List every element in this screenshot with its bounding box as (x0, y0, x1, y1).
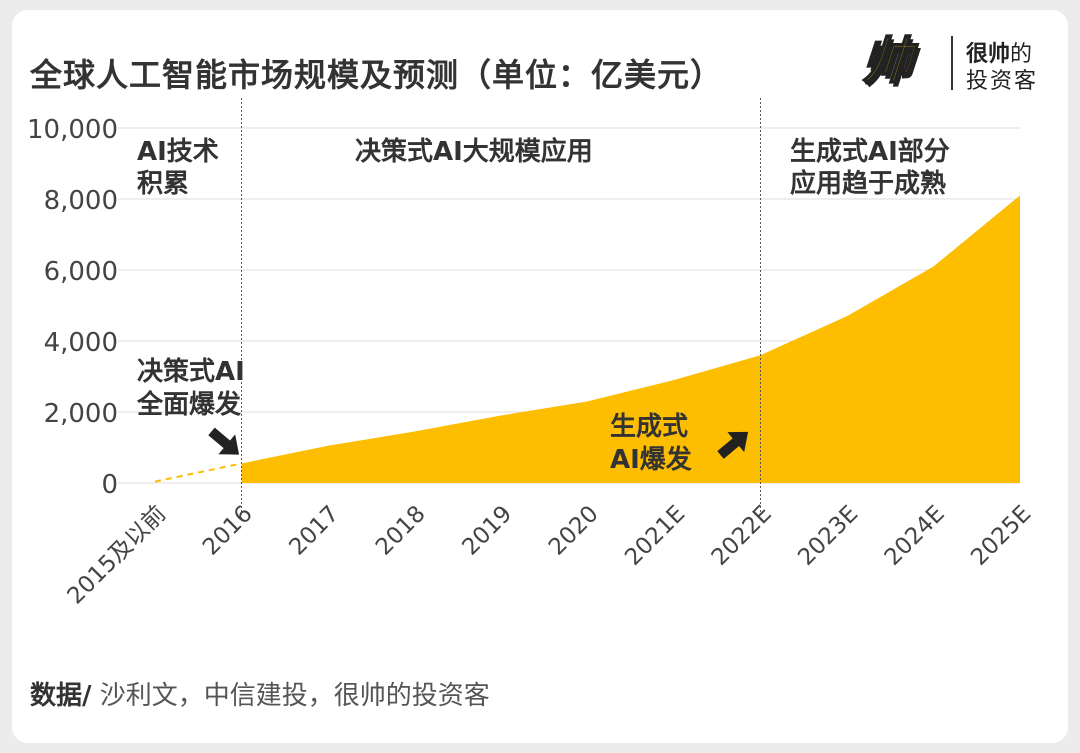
phase-label: 应用趋于成熟 (790, 168, 946, 199)
x-tick-label: 2023E (793, 501, 863, 571)
source-label: 数据/ (30, 681, 92, 711)
chart-title: 全球人工智能市场规模及预测（单位：亿美元） (30, 56, 724, 94)
y-tick-label: 4,000 (44, 328, 118, 358)
x-tick-label: 2020 (544, 501, 604, 561)
x-tick-label: 2016 (198, 501, 258, 561)
y-tick-label: 10,000 (27, 115, 118, 145)
area-fill (241, 195, 1020, 483)
x-tick-label: 2018 (371, 501, 431, 561)
logo-divider (951, 36, 953, 90)
x-tick-label: 2024E (880, 501, 950, 571)
x-tick-label: 2021E (620, 501, 690, 571)
annotation-label: 决策式AI (137, 356, 245, 387)
phase-label: AI技术 (137, 137, 219, 167)
logo-icon: 帅 帅 (855, 31, 928, 90)
logo-text-rest: 的 (1010, 42, 1033, 67)
annotation-label: AI爆发 (610, 444, 692, 475)
logo-text-line1: 很帅的 (966, 36, 1032, 68)
x-tick-label: 2015及以前 (63, 501, 172, 610)
x-axis-ticks: 2015及以前 2016 2017 2018 2019 2020 2021E 2022E 202… (63, 501, 1037, 610)
phase-label: 积累 (137, 169, 189, 199)
y-tick-label: 6,000 (44, 257, 118, 287)
phase-label: 决策式AI大规模应用 (355, 136, 593, 167)
annotation-label: 生成式 (610, 412, 688, 442)
phase-label: 生成式AI部分 (790, 137, 950, 167)
y-tick-label: 2,000 (44, 399, 118, 429)
x-tick-label: 2019 (457, 501, 517, 561)
annotation-label: 全面爆发 (136, 389, 241, 420)
dashed-segment (154, 462, 242, 483)
arrow-icon (208, 427, 240, 455)
source-note: 数据/ 沙利文，中信建投，很帅的投资客 (30, 675, 490, 712)
x-tick-label: 2022E (707, 501, 777, 571)
area-series (154, 195, 1020, 483)
y-axis-ticks: 0 2,000 4,000 6,000 8,000 10,000 (27, 115, 118, 500)
x-tick-label: 2025E (966, 501, 1036, 571)
logo-text-line2: 投资客 (966, 69, 1039, 94)
arrow-icon (717, 431, 749, 459)
source-text: 沙利文，中信建投，很帅的投资客 (91, 681, 490, 711)
x-tick-label: 2017 (284, 501, 344, 561)
phase-dividers (241, 98, 761, 515)
y-tick-label: 8,000 (44, 186, 118, 216)
y-tick-label: 0 (101, 470, 118, 500)
logo-text-bold: 很帅 (966, 42, 1011, 67)
